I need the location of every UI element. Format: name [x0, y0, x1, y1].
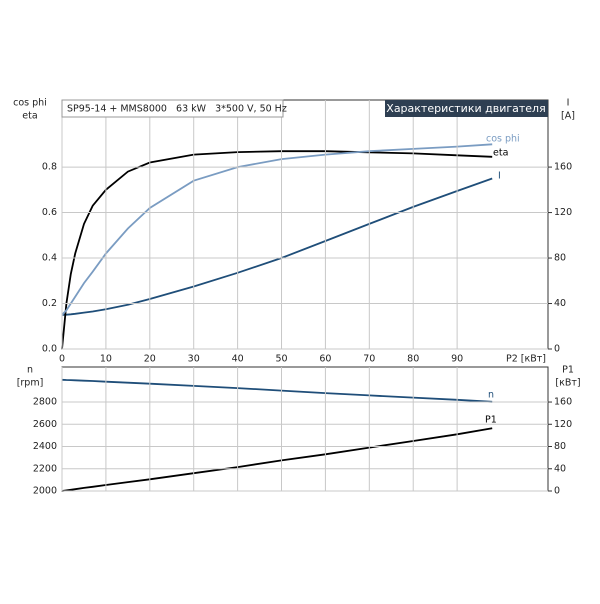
x-tick-label: 90 — [451, 354, 463, 365]
y-tick-label: 0.2 — [42, 298, 57, 309]
y2-tick-label: 120 — [554, 207, 572, 218]
series-label: I — [498, 171, 501, 182]
y-tick-label: 2600 — [33, 419, 57, 430]
y-tick-label: 2800 — [33, 397, 57, 408]
y-tick-label: 0.8 — [42, 162, 57, 173]
y-axis-label: eta — [22, 111, 37, 122]
series-line — [61, 150, 493, 350]
y-tick-label: 0.0 — [42, 344, 57, 355]
x-tick-label: 60 — [319, 354, 331, 365]
y-axis-label: [rpm] — [17, 378, 44, 389]
info-text: SP95-14 + MMS8000 63 kW 3*500 V, 50 Hz — [67, 104, 287, 115]
y-tick-label: 2000 — [33, 486, 57, 497]
series-line — [61, 177, 493, 316]
y-tick-label: 0.4 — [42, 253, 57, 264]
y2-tick-label: 80 — [554, 253, 566, 264]
plot-frame — [61, 366, 549, 492]
y-axis-label: cos phi — [13, 98, 47, 109]
y2-tick-label: 0 — [554, 486, 560, 497]
y2-axis-label: [A] — [561, 111, 575, 122]
y2-tick-label: 0 — [554, 344, 560, 355]
y-axis-label: n — [27, 365, 33, 376]
x-tick-label: 50 — [275, 354, 287, 365]
x-tick-label: 70 — [363, 354, 375, 365]
y2-tick-label: 40 — [554, 463, 566, 474]
series-line — [61, 427, 493, 492]
chart-title: Характеристики двигателя — [386, 102, 545, 115]
x-tick-label: 40 — [232, 354, 244, 365]
y2-axis-label: I — [567, 98, 570, 109]
series-label: cos phi — [486, 134, 520, 145]
series-label: P1 — [485, 415, 497, 426]
y2-axis-label: [кВт] — [555, 378, 580, 389]
x-tick-label: 0 — [59, 354, 65, 365]
x-tick-label: 20 — [144, 354, 156, 365]
y-tick-label: 2400 — [33, 441, 57, 452]
x-tick-label: 30 — [188, 354, 200, 365]
plot-frame — [61, 99, 549, 350]
x-tick-label: 10 — [100, 354, 112, 365]
series-line — [61, 378, 493, 403]
x-axis-label: P2 [кВт] — [506, 354, 546, 365]
y2-tick-label: 160 — [554, 162, 572, 173]
y-tick-label: 0.6 — [42, 207, 57, 218]
y2-tick-label: 80 — [554, 441, 566, 452]
series-label: eta — [493, 148, 508, 159]
x-tick-label: 80 — [407, 354, 419, 365]
y2-tick-label: 40 — [554, 298, 566, 309]
y2-axis-label: P1 — [562, 365, 574, 376]
series-line — [61, 143, 493, 316]
y2-tick-label: 160 — [554, 397, 572, 408]
y2-tick-label: 120 — [554, 419, 572, 430]
y-tick-label: 2200 — [33, 463, 57, 474]
info-box — [61, 99, 284, 118]
series-label: n — [488, 390, 494, 401]
title-box — [385, 100, 548, 117]
